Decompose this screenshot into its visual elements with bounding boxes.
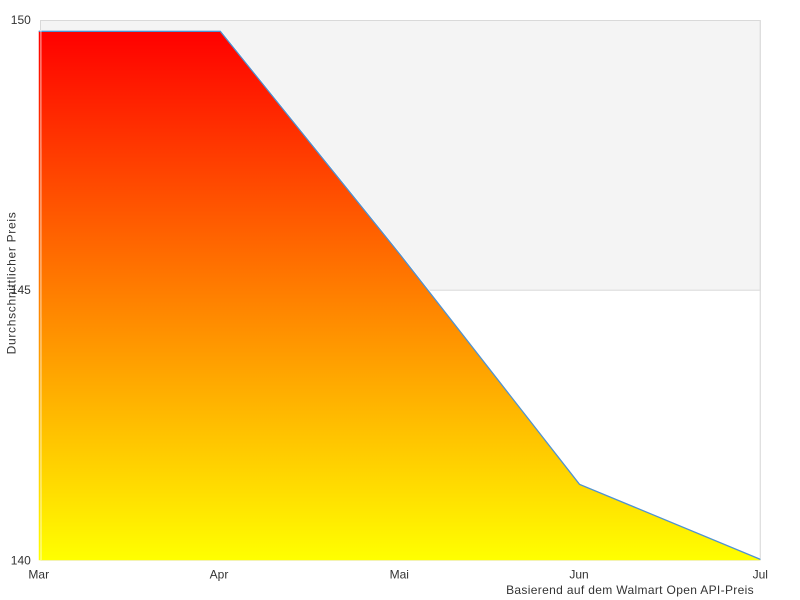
svg-text:Mai: Mai: [390, 567, 409, 581]
svg-text:145: 145: [11, 283, 31, 297]
svg-text:150: 150: [11, 13, 31, 27]
svg-text:Apr: Apr: [210, 567, 229, 581]
svg-text:Basierend auf dem Walmart Open: Basierend auf dem Walmart Open API-Preis: [506, 583, 754, 597]
svg-text:Durchschnittlicher Preis: Durchschnittlicher Preis: [5, 212, 19, 355]
svg-text:Jun: Jun: [569, 567, 588, 581]
svg-text:140: 140: [11, 554, 31, 568]
svg-text:Mar: Mar: [28, 567, 49, 581]
svg-text:Jul: Jul: [753, 567, 768, 581]
